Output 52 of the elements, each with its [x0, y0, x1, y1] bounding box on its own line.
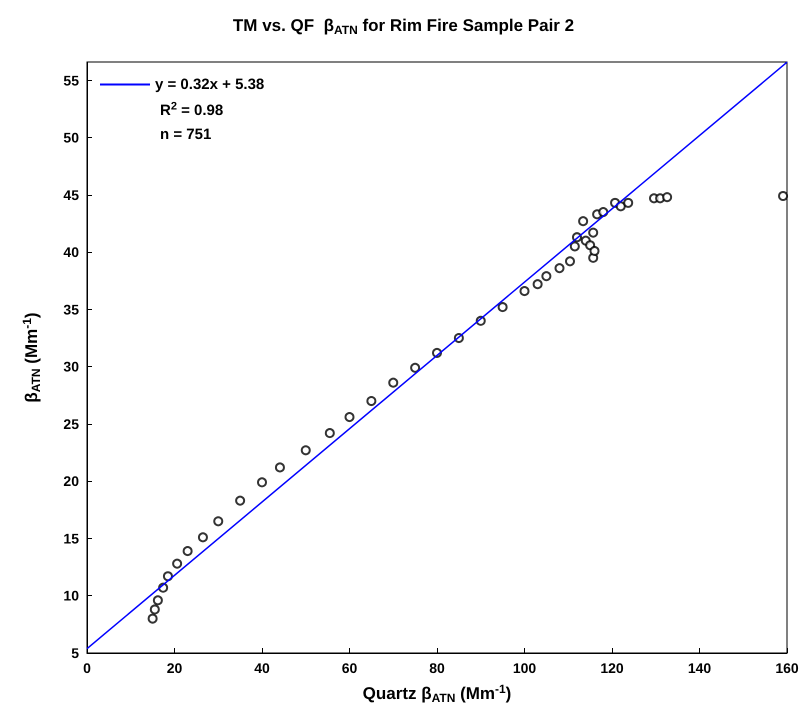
y-tick-label: 55 [63, 72, 80, 88]
point [498, 302, 508, 312]
point [235, 496, 246, 506]
point [324, 428, 335, 438]
y-tick-label: 40 [63, 244, 80, 260]
x-tick-label: 120 [600, 660, 624, 676]
y-axis-title: βATN (Mm-1) [20, 312, 43, 403]
y-tick-label: 30 [63, 358, 80, 375]
point [578, 216, 588, 226]
x-tick-label: 160 [775, 660, 799, 676]
point [662, 192, 672, 202]
point [148, 614, 158, 624]
point [213, 516, 224, 526]
x-tick-label: 40 [254, 660, 270, 676]
x-tick-label: 100 [512, 660, 536, 676]
y-tick-label: 5 [71, 645, 80, 661]
x-tick-label: 0 [83, 660, 92, 676]
point [554, 263, 564, 274]
point [257, 477, 267, 488]
point [520, 286, 530, 296]
y-tick-label: 20 [63, 473, 80, 490]
point [274, 462, 285, 472]
point [541, 271, 552, 282]
y-tick-label: 25 [63, 416, 80, 432]
point [570, 241, 580, 252]
point [532, 279, 543, 290]
y-tick-label: 10 [63, 588, 80, 604]
annotation: n = 751 [160, 126, 212, 143]
point [410, 362, 420, 373]
point [344, 412, 354, 422]
point [388, 378, 398, 388]
point [590, 246, 600, 256]
x-tick-label: 140 [688, 660, 712, 676]
x-tick-label: 60 [342, 660, 358, 676]
point [300, 445, 311, 456]
point [366, 396, 376, 406]
x-tick-label: 80 [429, 660, 445, 676]
y-tick-label: 15 [63, 530, 80, 546]
y-tick-label: 50 [63, 130, 80, 146]
x-tick-label: 20 [166, 660, 182, 676]
point [182, 546, 193, 556]
point [150, 604, 160, 614]
point [588, 228, 598, 238]
legend-label: y = 0.32x + 5.38 [155, 76, 264, 93]
point [152, 595, 163, 606]
point [778, 191, 788, 202]
point [198, 532, 208, 542]
point [565, 256, 575, 266]
point [172, 558, 182, 569]
point [623, 198, 634, 208]
y-tick-label: 45 [63, 186, 80, 203]
y-tick-label: 35 [63, 301, 80, 318]
